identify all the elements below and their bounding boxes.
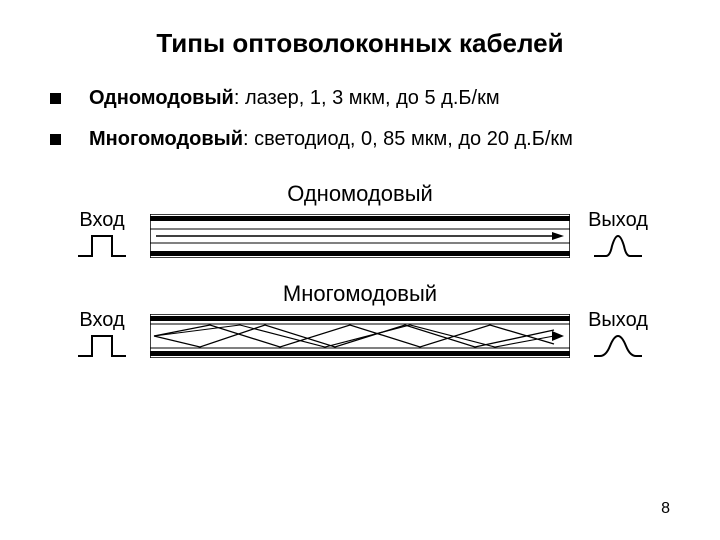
output-label: Выход xyxy=(578,309,658,332)
multimode-fiber xyxy=(150,314,570,358)
bullet-item: Одномодовый: лазер, 1, 3 мкм, до 5 д.Б/к… xyxy=(50,87,680,110)
output-label: Выход xyxy=(578,209,658,232)
output-col: Выход xyxy=(578,309,658,363)
bullet-square-icon xyxy=(50,93,61,104)
singlemode-label: Одномодовый xyxy=(60,181,660,207)
slide-title: Типы оптоволоконных кабелей xyxy=(40,28,680,59)
output-pulse-wide-icon xyxy=(592,334,644,358)
bullet-strong: Одномодовый xyxy=(89,87,234,109)
bullet-strong: Многомодовый xyxy=(89,128,243,150)
bullet-rest: : лазер, 1, 3 мкм, до 5 д.Б/км xyxy=(234,87,500,109)
input-col: Вход xyxy=(62,209,142,263)
input-label: Вход xyxy=(62,209,142,232)
input-pulse-icon xyxy=(76,234,128,258)
bullet-text: Многомодовый: светодиод, 0, 85 мкм, до 2… xyxy=(89,128,573,151)
multimode-label: Многомодовый xyxy=(60,281,660,307)
bullet-text: Одномодовый: лазер, 1, 3 мкм, до 5 д.Б/к… xyxy=(89,87,500,110)
multimode-block: Многомодовый Вход Выход xyxy=(60,281,660,363)
page-number: 8 xyxy=(661,500,670,518)
bullet-square-icon xyxy=(50,134,61,145)
input-col: Вход xyxy=(62,309,142,363)
input-pulse-icon xyxy=(76,334,128,358)
output-pulse-icon xyxy=(592,234,644,258)
bullet-list: Одномодовый: лазер, 1, 3 мкм, до 5 д.Б/к… xyxy=(50,87,680,151)
bullet-item: Многомодовый: светодиод, 0, 85 мкм, до 2… xyxy=(50,128,680,151)
singlemode-block: Одномодовый Вход Выход xyxy=(60,181,660,263)
diagram-area: Одномодовый Вход Выход xyxy=(60,181,660,363)
output-col: Выход xyxy=(578,209,658,263)
input-label: Вход xyxy=(62,309,142,332)
bullet-rest: : светодиод, 0, 85 мкм, до 20 д.Б/км xyxy=(243,128,573,150)
singlemode-fiber xyxy=(150,214,570,258)
